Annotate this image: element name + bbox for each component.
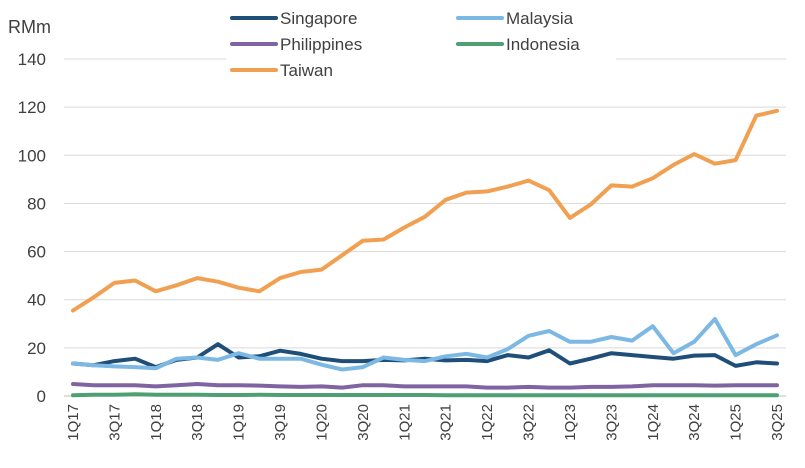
series-line-malaysia	[71, 317, 779, 372]
x-tick-label: 3Q17	[106, 404, 123, 441]
x-tick-label: 3Q24	[686, 404, 703, 441]
x-tick-label: 1Q20	[313, 404, 330, 441]
y-tick-label: 100	[18, 146, 46, 165]
legend-label-indonesia: Indonesia	[506, 35, 580, 54]
legend-background	[226, 4, 616, 82]
legend-label-philippines: Philippines	[280, 35, 362, 54]
series-line-philippines	[71, 382, 779, 390]
x-tick-label: 3Q19	[272, 404, 289, 441]
series-line-indonesia	[71, 392, 779, 398]
x-tick-label: 3Q18	[189, 404, 206, 441]
x-tick-label: 3Q25	[769, 404, 786, 441]
x-tick-label: 3Q21	[438, 404, 455, 441]
y-tick-label: 20	[27, 339, 46, 358]
y-tick-label: 40	[27, 291, 46, 310]
y-tick-label: 80	[27, 194, 46, 213]
x-tick-label: 3Q23	[603, 404, 620, 441]
x-tick-label: 1Q19	[231, 404, 248, 441]
series-lines	[71, 108, 779, 398]
legend: Singapore Malaysia Philippines Indonesia Tai…	[226, 4, 616, 82]
legend-label-singapore: Singapore	[280, 9, 358, 28]
x-tick-label: 1Q18	[148, 404, 165, 441]
y-axis-unit-label: RMm	[8, 17, 51, 37]
x-axis-ticks: 1Q17 3Q17 1Q18 3Q18 1Q19 3Q19 1Q20 3Q20 1Q21 3Q21…	[65, 404, 786, 441]
y-tick-label: 120	[18, 98, 46, 117]
y-axis-ticks: 0 20 40 60 80 100 120 140	[18, 50, 46, 406]
x-tick-label: 3Q22	[521, 404, 538, 441]
x-tick-label: 1Q21	[396, 404, 413, 441]
y-tick-label: 140	[18, 50, 46, 69]
x-tick-label: 3Q20	[355, 404, 372, 441]
x-tick-label: 1Q17	[65, 404, 82, 441]
y-tick-label: 60	[27, 243, 46, 262]
y-tick-label: 0	[37, 387, 46, 406]
legend-label-malaysia: Malaysia	[506, 9, 574, 28]
legend-label-taiwan: Taiwan	[280, 61, 333, 80]
x-tick-label: 1Q23	[562, 404, 579, 441]
x-tick-label: 1Q24	[645, 404, 662, 441]
series-line-taiwan	[71, 108, 779, 313]
gridlines	[64, 58, 786, 349]
x-tick-label: 1Q25	[728, 404, 745, 441]
x-tick-label: 1Q22	[479, 404, 496, 441]
